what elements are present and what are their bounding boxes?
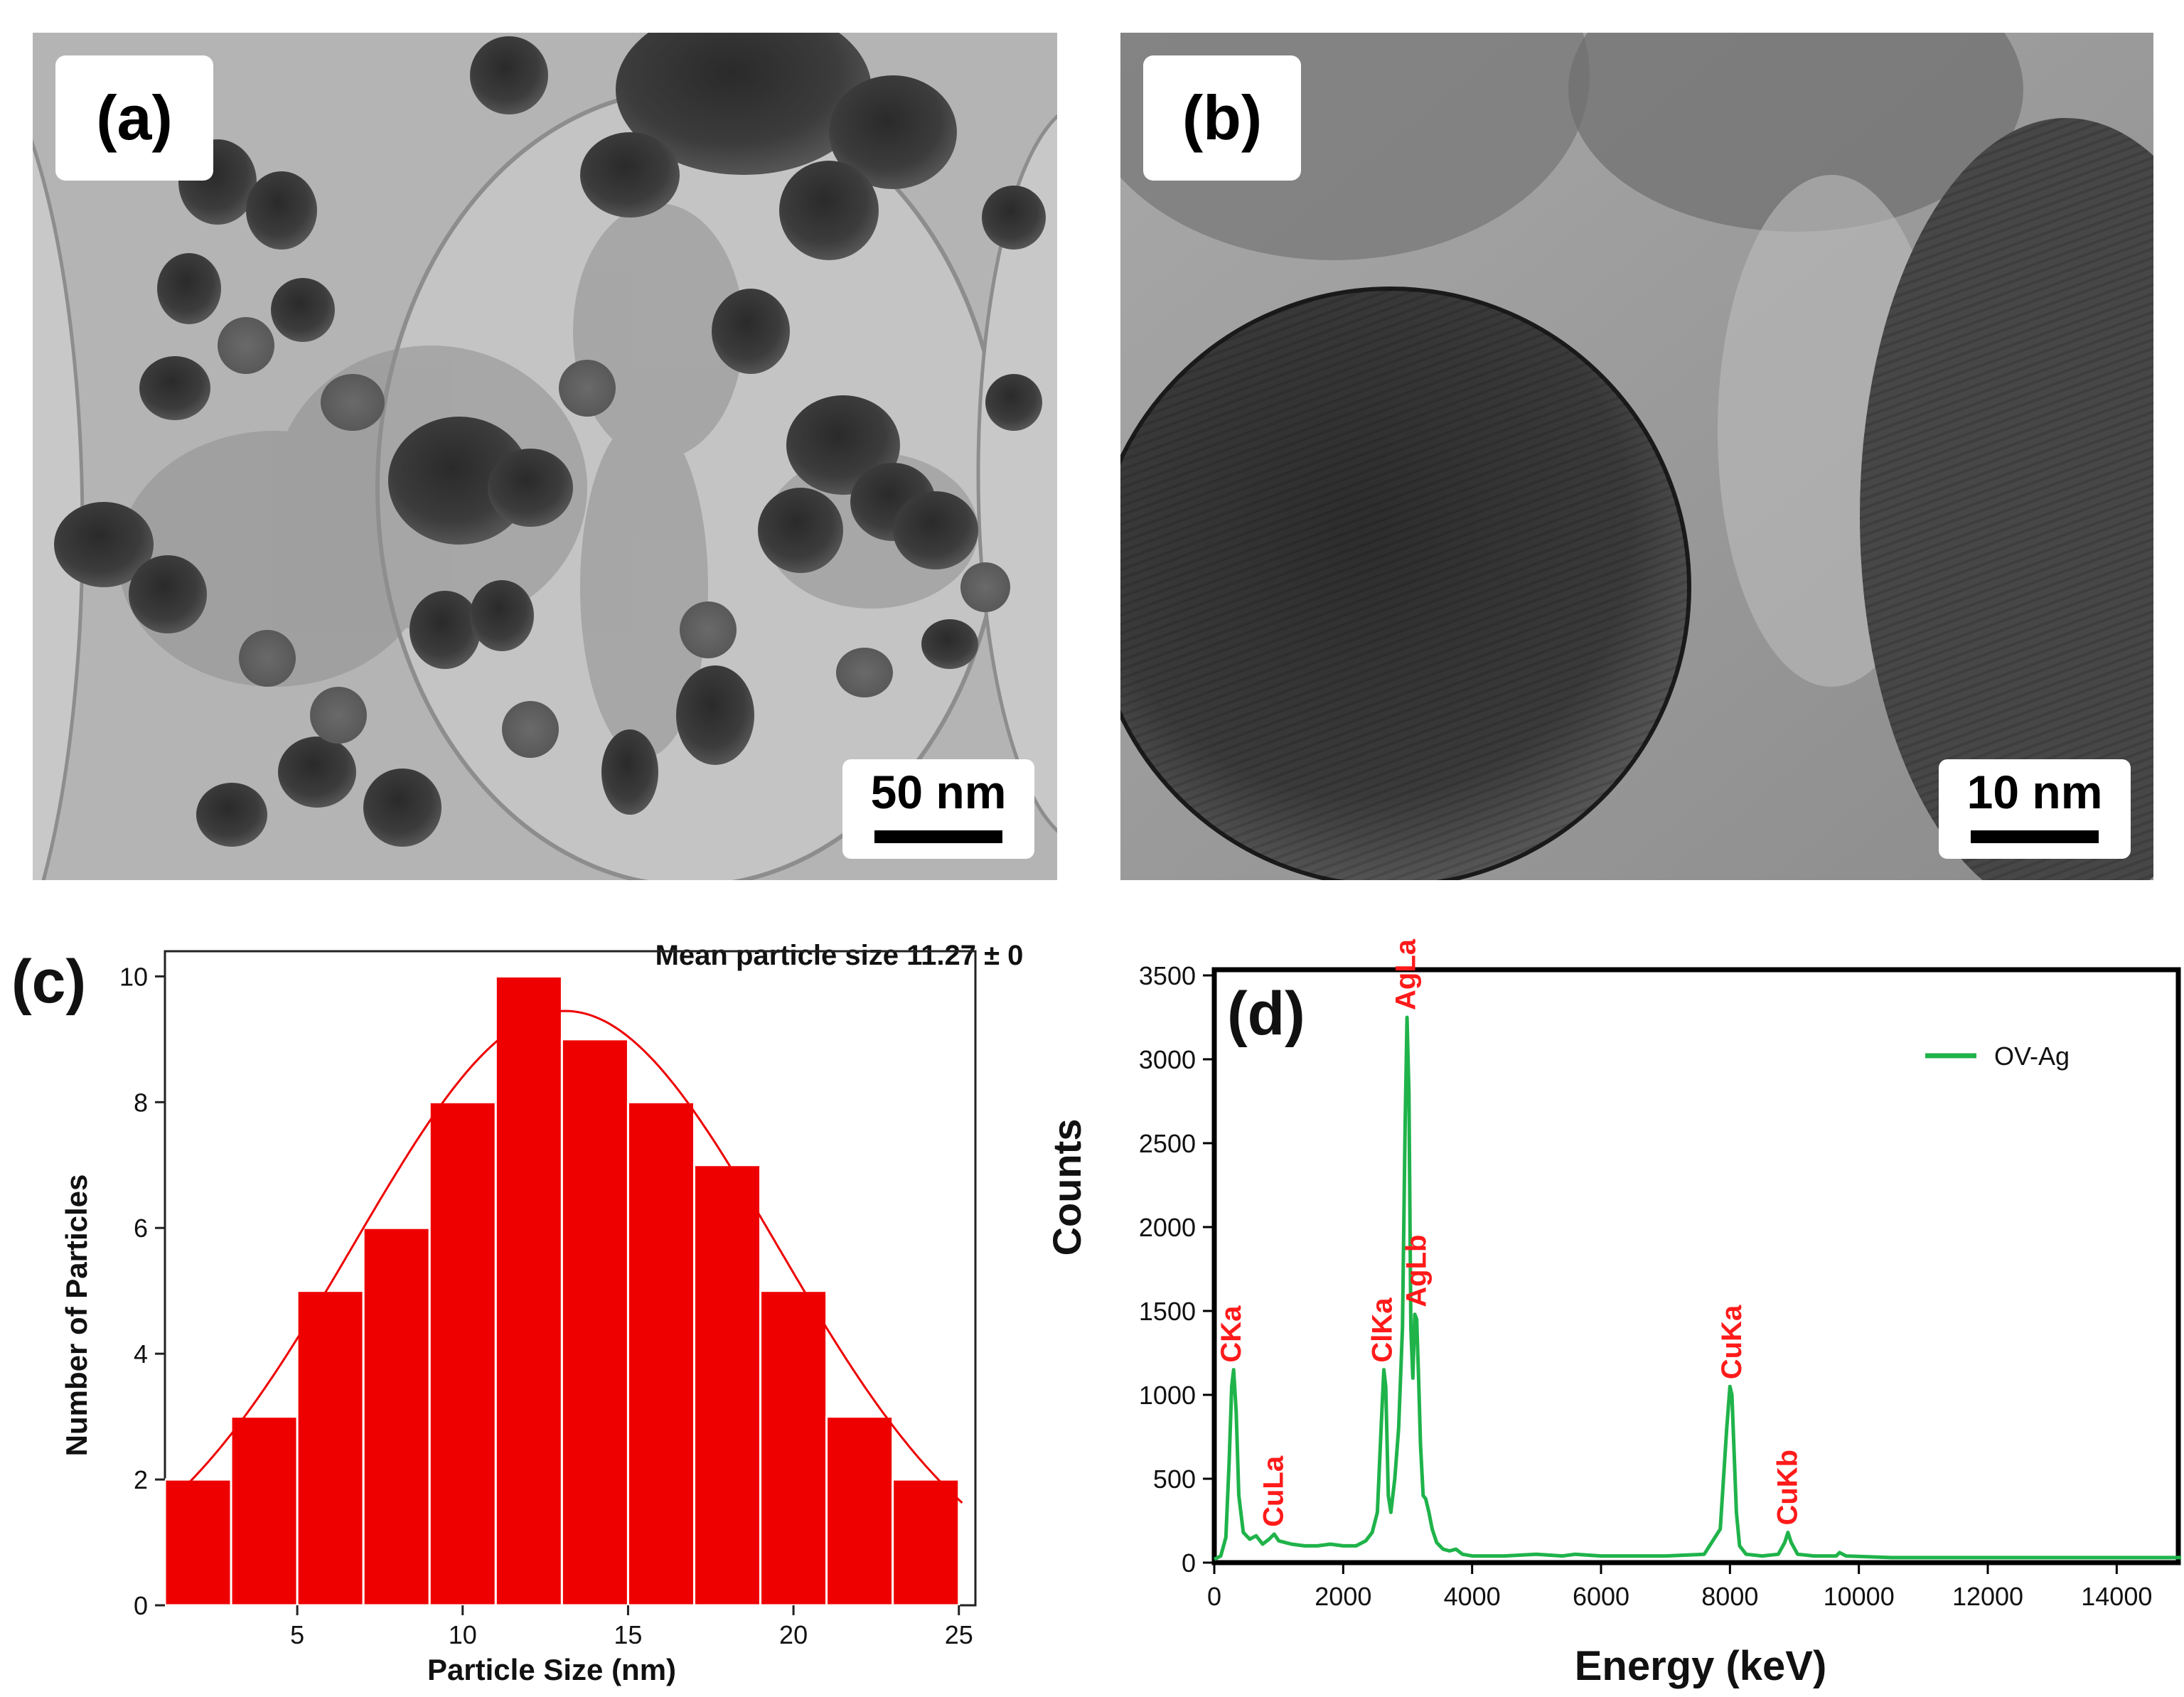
peak-label-clka: ClKa bbox=[1367, 1297, 1398, 1363]
histogram-ytick-label: 8 bbox=[134, 1088, 148, 1117]
histogram-xtick-label: 5 bbox=[290, 1620, 304, 1649]
spectrum-line-ov-ag bbox=[1213, 1015, 2181, 1561]
spectrum-ytick-label: 0 bbox=[1182, 1548, 1196, 1578]
histogram-ytick-label: 0 bbox=[134, 1591, 148, 1620]
scale-bar-a-label: 50 nm bbox=[870, 766, 1007, 818]
gaussian-fit-curve bbox=[171, 1010, 963, 1504]
histogram-bar bbox=[164, 1478, 232, 1607]
scale-bar-a-line bbox=[874, 830, 1002, 843]
panel-b-label: (b) bbox=[1143, 55, 1301, 181]
histogram-bar bbox=[892, 1478, 960, 1607]
peak-label-agla: AgLa bbox=[1391, 938, 1422, 1010]
spectrum-plot-area: 0 2000 4000 6000 8000 10000 12000 14000 0 500 1000… bbox=[1139, 938, 2181, 1611]
spectrum-xtick-label: 10000 bbox=[1824, 1582, 1895, 1611]
histogram-bar bbox=[692, 1164, 762, 1607]
spectrum-ytick-label: 1000 bbox=[1139, 1381, 1196, 1410]
histogram-xtick-label: 25 bbox=[945, 1620, 973, 1649]
spectrum-ytick-label: 2000 bbox=[1139, 1213, 1196, 1242]
spectrum-ytick-label: 3500 bbox=[1139, 961, 1196, 990]
histogram-bar bbox=[494, 975, 563, 1607]
particle-size-histogram: (c) Mean particle size 11.27 ± 0.32 5 10 1… bbox=[11, 940, 1024, 1686]
histogram-bar bbox=[296, 1290, 365, 1607]
scale-bar-b-line bbox=[1971, 830, 2099, 843]
eds-spectrum-chart: (d) 0 2000 4000 6000 8000 10000 12000 14000 0 500… bbox=[1044, 938, 2181, 1689]
spectrum-ylabel: Counts bbox=[1044, 1119, 1089, 1256]
histogram-bar bbox=[626, 1101, 695, 1607]
spectrum-xtick-label: 14000 bbox=[2081, 1582, 2152, 1611]
tem-image-b-graphic bbox=[1120, 33, 2153, 880]
histogram-xtick-label: 20 bbox=[779, 1620, 808, 1649]
spectrum-xtick-label: 12000 bbox=[1952, 1582, 2023, 1611]
histogram-bar bbox=[362, 1226, 431, 1607]
mean-size-annotation: Mean particle size 11.27 ± 0.32 bbox=[655, 940, 1024, 971]
spectrum-xtick-label: 6000 bbox=[1573, 1582, 1629, 1611]
histogram-ytick-label: 2 bbox=[134, 1465, 148, 1494]
histogram-ytick-label: 10 bbox=[119, 962, 148, 991]
peak-label-cula: CuLa bbox=[1258, 1455, 1289, 1527]
spectrum-legend: OV-Ag bbox=[1925, 1042, 2070, 1071]
panel-d-label: (d) bbox=[1227, 980, 1305, 1048]
spectrum-xlabel: Energy (keV) bbox=[1575, 1643, 1827, 1689]
spectrum-ytick-label: 500 bbox=[1153, 1465, 1196, 1494]
legend-label-ov-ag: OV-Ag bbox=[1994, 1042, 2070, 1071]
spectrum-xtick-label: 4000 bbox=[1444, 1582, 1501, 1611]
spectrum-xtick-label: 2000 bbox=[1315, 1582, 1371, 1611]
scale-bar-b: 10 nm bbox=[1939, 759, 2131, 859]
spectrum-ytick-label: 3000 bbox=[1139, 1045, 1196, 1074]
spectrum-xtick-label: 0 bbox=[1207, 1582, 1221, 1611]
histogram-bar bbox=[230, 1415, 299, 1607]
peak-label-aglb: AgLb bbox=[1401, 1235, 1433, 1307]
histogram-bar bbox=[428, 1101, 497, 1607]
peak-label-cuka: CuKa bbox=[1716, 1305, 1747, 1379]
histogram-ytick-label: 4 bbox=[134, 1339, 148, 1369]
histogram-bar bbox=[560, 1038, 629, 1607]
histogram-xtick-label: 15 bbox=[614, 1620, 642, 1649]
spectrum-ytick-label: 1500 bbox=[1139, 1297, 1196, 1326]
spectrum-frame bbox=[1211, 967, 2181, 1565]
peak-label-cukb: CuKb bbox=[1772, 1450, 1803, 1526]
histogram-plot-area: 5 10 15 20 25 0 2 4 6 8 10 bbox=[119, 950, 977, 1649]
histogram-xlabel: Particle Size (nm) bbox=[427, 1653, 676, 1686]
histogram-ytick-label: 6 bbox=[134, 1214, 148, 1243]
panel-c-label: (c) bbox=[11, 948, 86, 1016]
peak-label-cka: CKa bbox=[1216, 1305, 1247, 1363]
histogram-bar bbox=[759, 1290, 828, 1607]
histogram-ylabel: Number of Particles bbox=[60, 1174, 93, 1457]
scale-bar-a: 50 nm bbox=[842, 759, 1034, 859]
scale-bar-b-label: 10 nm bbox=[1966, 766, 2103, 818]
histogram-bar bbox=[825, 1415, 894, 1607]
panel-a-label: (a) bbox=[55, 55, 213, 181]
tem-image-a-graphic bbox=[33, 33, 1057, 880]
tem-image-b: (b) 10 nm bbox=[1120, 33, 2153, 880]
histogram-xtick-label: 10 bbox=[449, 1620, 477, 1649]
tem-image-a: (a) 50 nm bbox=[33, 33, 1057, 880]
spectrum-ytick-label: 2500 bbox=[1139, 1129, 1196, 1158]
spectrum-xtick-label: 8000 bbox=[1701, 1582, 1758, 1611]
